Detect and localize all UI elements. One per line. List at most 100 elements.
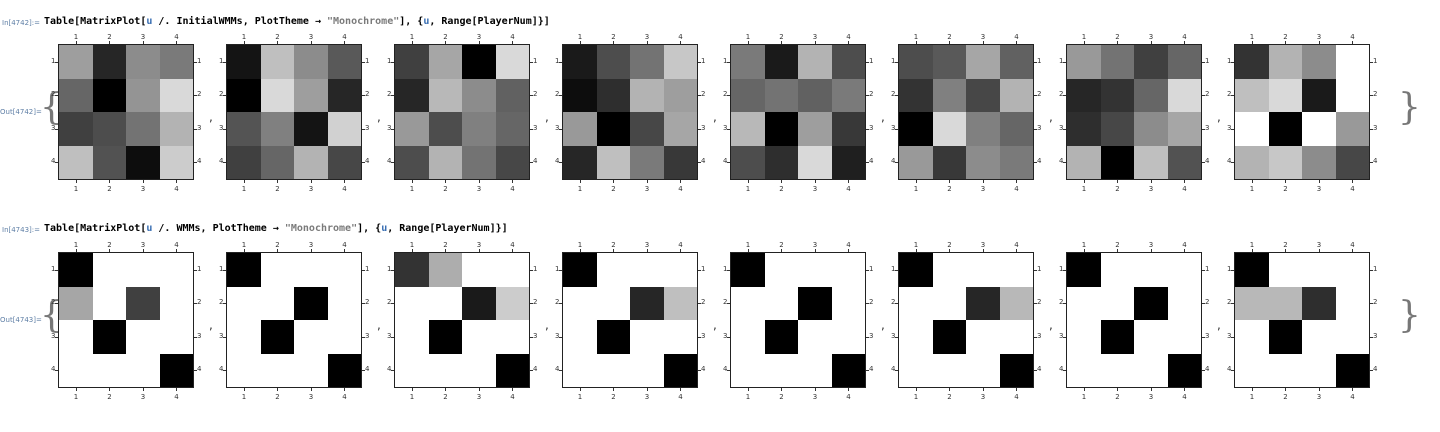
tick-mark [915,388,917,391]
tick-mark [55,61,58,63]
matrix-cell [495,112,529,146]
tick-mark [194,95,197,97]
matrix-cell [798,353,832,387]
input-code[interactable]: Table[MatrixPlot[u /. WMMs, PlotTheme → … [44,223,508,234]
tick-mark [915,249,917,252]
matrix-cell [1067,320,1101,354]
matrix-cell [159,78,193,112]
column-tick-label: 2 [275,241,280,249]
tick-mark [781,249,783,252]
matrix-cell [159,320,193,354]
code-token: Table[MatrixPlot[ [44,16,147,27]
matrix-cell [495,45,529,79]
tick-mark [391,61,394,63]
matrix-plot[interactable] [1234,44,1370,180]
tick-mark [1034,370,1037,372]
matrix-plot[interactable] [226,252,362,388]
matrix-plot[interactable] [898,44,1034,180]
column-tick-label: 2 [443,185,448,193]
tick-mark [559,95,562,97]
matrix-plot[interactable] [1066,252,1202,388]
tick-mark [1202,303,1205,305]
matrix-plot[interactable] [58,252,194,388]
matrix-cell [596,145,630,179]
tick-mark [866,336,869,338]
matrix-cell [1100,145,1134,179]
tick-mark [55,95,58,97]
column-tick-label: 3 [1316,185,1322,193]
tick-mark [727,303,730,305]
row-tick-label: 3 [533,123,538,132]
row-tick-label: 4 [869,157,874,166]
matrix-cell [596,45,630,79]
tick-mark [142,249,144,252]
tick-mark [1184,41,1186,44]
tick-mark [613,388,615,391]
row-tick-label: 1 [197,56,202,65]
output-label: Out[4743]= [0,316,42,324]
matrix-plot[interactable] [58,44,194,180]
matrix-cell [1302,253,1336,287]
tick-mark [1231,162,1234,164]
matrix-cell [327,286,361,320]
matrix-cell [563,286,597,320]
matrix-cell [563,253,597,287]
matrix-plot[interactable] [898,252,1034,388]
tick-mark [243,41,245,44]
input-label: In[4743]:= [2,226,41,234]
tick-mark [1117,41,1119,44]
matrix-plot[interactable] [562,44,698,180]
input-code[interactable]: Table[MatrixPlot[u /. InitialWMMs, PlotT… [44,16,550,27]
matrix-plot[interactable] [1234,252,1370,388]
tick-mark [176,180,178,183]
row-tick-label: 1 [219,56,224,65]
tick-mark [478,388,480,391]
matrix-cell [596,286,630,320]
tick-mark [1016,249,1018,252]
row-tick-label: 3 [723,123,728,132]
tick-mark [176,249,178,252]
matrix-plot[interactable] [1066,44,1202,180]
matrix-cell [159,112,193,146]
matrix-cell [966,286,1000,320]
matrix-plot[interactable] [562,252,698,388]
tick-mark [949,388,951,391]
tick-mark [866,61,869,63]
column-tick-label: 3 [308,241,314,249]
tick-mark [1370,370,1373,372]
matrix-cell [1335,286,1369,320]
tick-mark [223,162,226,164]
tick-mark [243,388,245,391]
matrix-cell [899,112,933,146]
matrix-cell [395,112,429,146]
row-tick-label: 4 [1037,365,1042,374]
matrix-plot[interactable] [730,44,866,180]
matrix-cell [899,253,933,287]
matrix-plot[interactable] [226,44,362,180]
column-tick-label: 3 [644,185,650,193]
matrix-cell [395,145,429,179]
tick-mark [895,269,898,271]
row-tick-label: 3 [1205,331,1210,340]
matrix-plot[interactable] [730,252,866,388]
tick-mark [727,269,730,271]
row-tick-label: 4 [891,157,896,166]
row-tick-label: 3 [1227,123,1232,132]
tick-mark [1370,162,1373,164]
matrix-plot[interactable] [394,44,530,180]
matrix-plot[interactable] [394,252,530,388]
matrix-cell [395,45,429,79]
row-tick-label: 3 [365,123,370,132]
tick-mark [362,269,365,271]
tick-mark [1370,128,1373,130]
matrix-cell [1067,145,1101,179]
matrix-cell [966,112,1000,146]
column-tick-label: 4 [342,393,347,401]
column-tick-label: 4 [1182,393,1187,401]
matrix-cell [395,253,429,287]
tick-mark [512,249,514,252]
tick-mark [1083,388,1085,391]
tick-mark [194,162,197,164]
column-tick-label: 1 [913,393,919,401]
column-tick-label: 1 [73,393,79,401]
